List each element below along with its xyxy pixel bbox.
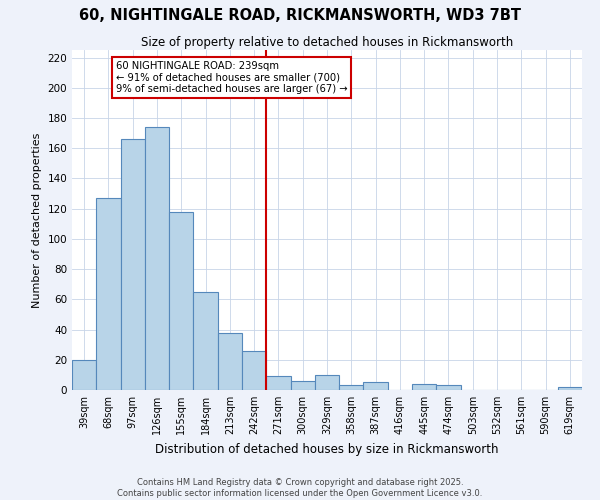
Bar xyxy=(412,384,436,390)
Bar xyxy=(266,376,290,390)
Bar xyxy=(558,387,582,390)
Bar xyxy=(96,198,121,390)
Text: Contains HM Land Registry data © Crown copyright and database right 2025.
Contai: Contains HM Land Registry data © Crown c… xyxy=(118,478,482,498)
Bar xyxy=(364,382,388,390)
Title: Size of property relative to detached houses in Rickmansworth: Size of property relative to detached ho… xyxy=(141,36,513,49)
X-axis label: Distribution of detached houses by size in Rickmansworth: Distribution of detached houses by size … xyxy=(155,442,499,456)
Bar xyxy=(436,386,461,390)
Bar xyxy=(315,375,339,390)
Bar xyxy=(339,386,364,390)
Bar xyxy=(72,360,96,390)
Bar xyxy=(145,127,169,390)
Bar xyxy=(218,332,242,390)
Y-axis label: Number of detached properties: Number of detached properties xyxy=(32,132,42,308)
Text: 60, NIGHTINGALE ROAD, RICKMANSWORTH, WD3 7BT: 60, NIGHTINGALE ROAD, RICKMANSWORTH, WD3… xyxy=(79,8,521,22)
Text: 60 NIGHTINGALE ROAD: 239sqm
← 91% of detached houses are smaller (700)
9% of sem: 60 NIGHTINGALE ROAD: 239sqm ← 91% of det… xyxy=(116,60,347,94)
Bar xyxy=(169,212,193,390)
Bar xyxy=(242,350,266,390)
Bar xyxy=(193,292,218,390)
Bar xyxy=(290,381,315,390)
Bar xyxy=(121,139,145,390)
